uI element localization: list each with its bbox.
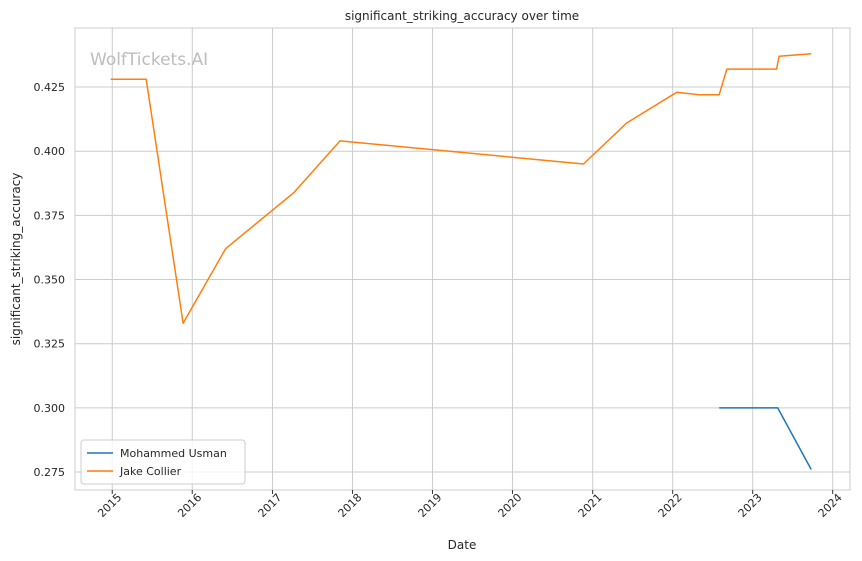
x-tick-label: 2017 <box>256 491 285 520</box>
legend: Mohammed Usman Jake Collier <box>80 439 246 485</box>
x-tick-label: 2018 <box>336 491 365 520</box>
y-tick-label: 0.275 <box>34 466 66 479</box>
y-tick-label: 0.325 <box>34 338 66 351</box>
x-tick-label: 2021 <box>576 491 605 520</box>
x-tick-label: 2024 <box>816 491 845 520</box>
x-tick-label: 2019 <box>416 491 445 520</box>
x-axis-label: Date <box>448 538 477 552</box>
y-tick-label: 0.425 <box>34 81 66 94</box>
x-tick-label: 2023 <box>736 491 765 520</box>
y-tick-label: 0.300 <box>34 402 66 415</box>
x-tick-label: 2022 <box>656 491 685 520</box>
series-line-mohammed-usman <box>719 407 812 470</box>
x-axis-ticks: 2015 2016 2017 2018 2019 2020 2021 2022 2023 2024 <box>95 490 845 520</box>
series-line-jake-collier <box>110 52 812 324</box>
watermark-text: WolfTickets.AI <box>90 50 208 70</box>
legend-box <box>80 439 246 485</box>
x-tick-label: 2015 <box>95 491 124 520</box>
chart-title: significant_striking_accuracy over time <box>345 9 579 23</box>
x-tick-label: 2020 <box>496 491 525 520</box>
legend-label: Mohammed Usman <box>120 447 227 460</box>
series-layer <box>110 52 812 470</box>
y-tick-label: 0.350 <box>34 274 66 287</box>
y-tick-label: 0.400 <box>34 145 66 158</box>
y-axis-label: significant_striking_accuracy <box>9 173 23 346</box>
legend-label: Jake Collier <box>119 465 182 478</box>
x-tick-label: 2016 <box>175 491 204 520</box>
y-axis-ticks: 0.275 0.300 0.325 0.350 0.375 0.400 0.425 <box>34 81 66 479</box>
y-tick-label: 0.375 <box>34 209 66 222</box>
plot-area <box>74 27 851 491</box>
